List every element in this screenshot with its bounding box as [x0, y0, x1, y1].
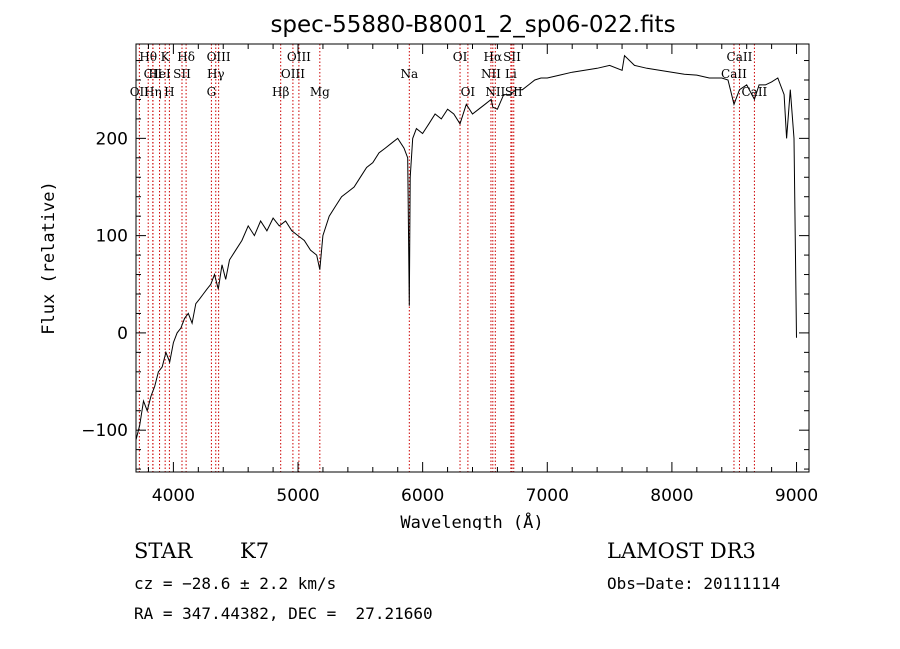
- x-tick-label: 4000: [152, 486, 195, 506]
- line-marker-label: Hα: [484, 50, 503, 64]
- y-axis-label: Flux (relative): [39, 181, 59, 335]
- line-marker-label: HeI: [148, 67, 171, 81]
- redshift-velocity: cz = −28.6 ± 2.2 km/s: [134, 574, 337, 593]
- chart-title: spec-55880-B8001_2_sp06-022.fits: [270, 12, 675, 38]
- line-marker-label: Na: [400, 67, 418, 81]
- line-marker-label: Hθ: [139, 50, 157, 64]
- line-marker-label: Hγ: [207, 67, 225, 81]
- x-tick-label: 6000: [401, 486, 444, 506]
- line-marker-label: Hη: [144, 85, 162, 99]
- line-marker-label: CaII: [741, 85, 767, 99]
- spectrum-line: [135, 54, 797, 441]
- line-marker-label: OI: [461, 85, 476, 99]
- axis-tick-labels: 4000 5000 6000 7000 8000 9000 −100 0 100 200: [81, 129, 818, 506]
- line-marker-label: H: [164, 85, 174, 99]
- x-tick-label: 8000: [650, 486, 693, 506]
- object-subclass: K7: [240, 539, 270, 563]
- plot-frame: [135, 43, 810, 473]
- line-marker-label: Hβ: [272, 85, 289, 99]
- line-marker-label: OII: [130, 85, 150, 99]
- line-markers: [138, 44, 755, 472]
- line-marker-label: NII: [485, 85, 505, 99]
- x-tick-label: 9000: [775, 486, 818, 506]
- line-marker-label: SII: [173, 67, 191, 81]
- line-marker-label: CaII: [721, 67, 747, 81]
- y-tick-label: −100: [81, 421, 128, 441]
- line-marker-label: OIII: [281, 67, 305, 81]
- x-tick-label: 7000: [526, 486, 569, 506]
- line-marker-labels: Hθ CII OII K HeI Hη Hδ SII H OIII Hγ G OIII OIII Hβ Mg N…: [130, 50, 768, 99]
- line-marker-label: OI: [453, 50, 468, 64]
- x-axis-label: Wavelength (Å): [400, 511, 543, 530]
- line-marker-label: CII: [144, 67, 163, 81]
- y-tick-label: 0: [117, 324, 128, 344]
- line-marker-label: Hδ: [177, 50, 195, 64]
- line-marker-label: SII: [503, 50, 521, 64]
- line-marker-label: Li: [505, 67, 517, 81]
- line-marker-label: OIII: [207, 50, 231, 64]
- line-marker-label: G: [207, 85, 217, 99]
- spectrum-chart: spec-55880-B8001_2_sp06-022.fits Hθ CII OI…: [39, 12, 818, 530]
- line-marker-label: Mg: [310, 85, 330, 99]
- observation-date: Obs−Date: 20111114: [607, 574, 781, 593]
- y-tick-label: 200: [96, 129, 128, 149]
- y-tick-label: 100: [96, 227, 128, 247]
- line-marker-label: K: [161, 50, 171, 64]
- line-marker-label: NII: [481, 67, 501, 81]
- x-tick-label: 5000: [276, 486, 319, 506]
- axis-ticks: [136, 44, 809, 472]
- survey-name: LAMOST DR3: [607, 539, 756, 563]
- object-class: STAR: [134, 539, 193, 563]
- line-marker-label: CaII: [727, 50, 753, 64]
- line-marker-label: OIII: [287, 50, 311, 64]
- coordinates: RA = 347.44382, DEC = 27.21660: [134, 604, 433, 623]
